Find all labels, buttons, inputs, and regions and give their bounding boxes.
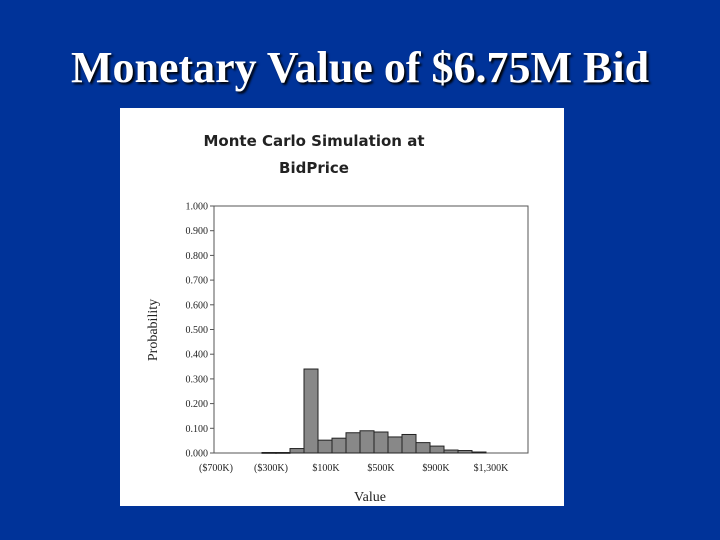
histogram-bar	[331, 437, 347, 454]
chart-panel: Monte Carlo Simulation at BidPrice 1.000…	[120, 108, 564, 506]
y-tick-label: 0.500	[186, 325, 209, 336]
histogram-bar	[415, 442, 431, 454]
y-tick-label: 0.800	[186, 251, 209, 262]
histogram-bar	[401, 433, 417, 454]
x-tick-label: $1,300K	[474, 463, 510, 474]
y-axis-label: Probability	[146, 299, 161, 361]
y-tick-label: 0.600	[186, 300, 209, 311]
x-tick-label: $500K	[367, 463, 395, 474]
histogram-bar	[457, 450, 473, 454]
plot-frame	[213, 205, 529, 454]
y-tick-label: 0.900	[186, 226, 209, 237]
y-axis-ticks: 1.000 0.900 0.800 0.700 0.600 0.500 0.400 0.300…	[186, 202, 214, 460]
x-tick-label: $900K	[422, 463, 450, 474]
y-tick-label: 0.100	[186, 424, 209, 435]
histogram-bar	[359, 430, 375, 454]
y-tick-label: 0.700	[186, 276, 209, 287]
histogram-bar	[443, 449, 459, 454]
slide-title: Monetary Value of $6.75M Bid	[70, 43, 650, 92]
histogram-bar	[289, 448, 305, 454]
y-tick-label: 0.000	[186, 449, 209, 460]
histogram-bar	[387, 436, 403, 454]
x-tick-label: ($700K)	[199, 463, 233, 474]
histogram-bar	[275, 452, 291, 454]
histogram-bar	[303, 368, 319, 454]
y-tick-label: 0.200	[186, 399, 209, 410]
histogram-bar	[261, 452, 277, 454]
x-axis-label: Value	[354, 490, 386, 505]
y-tick-label: 0.400	[186, 350, 209, 361]
x-tick-label: ($300K)	[254, 463, 288, 474]
histogram-bars	[261, 368, 487, 454]
histogram-bar	[429, 445, 445, 454]
histogram-bar	[317, 439, 333, 454]
histogram-bar	[345, 432, 361, 454]
chart-title-line-2: BidPrice	[279, 159, 349, 177]
chart-title-line-1: Monte Carlo Simulation at	[203, 132, 424, 150]
x-tick-label: $100K	[312, 463, 340, 474]
histogram-chart: Monte Carlo Simulation at BidPrice 1.000…	[146, 132, 529, 505]
y-tick-label: 1.000	[186, 202, 209, 213]
x-axis-ticks: ($700K) ($300K) $100K $500K $900K $1,300K	[199, 463, 509, 474]
histogram-bar	[373, 431, 389, 454]
histogram-bar	[471, 451, 487, 454]
y-tick-label: 0.300	[186, 374, 209, 385]
